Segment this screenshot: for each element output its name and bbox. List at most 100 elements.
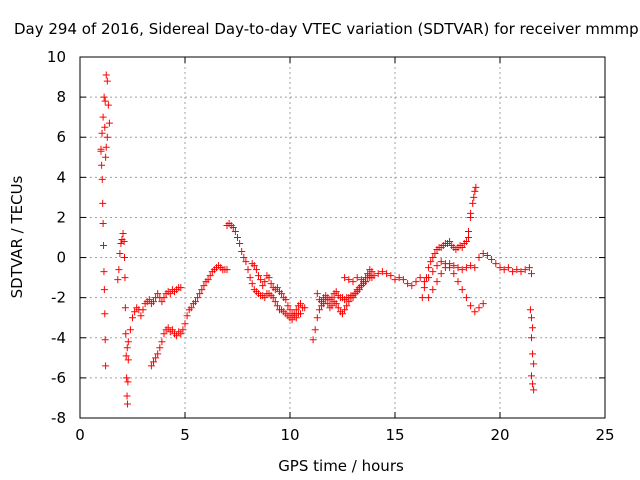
data-point-arc-j <box>450 270 458 278</box>
data-point-arc-d <box>150 298 157 306</box>
x-tick-label: 5 <box>180 426 190 444</box>
data-point-arc-c <box>115 266 123 274</box>
data-point-arc-e <box>168 326 176 334</box>
data-point-arc-e <box>147 362 155 370</box>
y-tick-label: -6 <box>51 369 66 387</box>
data-point-arc-l <box>458 266 466 274</box>
data-point-arc-e <box>196 290 204 298</box>
data-point-arc-i <box>322 296 330 304</box>
data-point-arc-j <box>399 276 407 284</box>
data-point-arc-e <box>183 312 191 320</box>
data-point-arc-b <box>102 143 110 151</box>
data-point-arc-j <box>345 276 353 284</box>
data-point-arc-k <box>472 183 480 191</box>
data-point-arc-d <box>137 312 145 320</box>
data-point-arc-l <box>454 264 462 272</box>
data-point-arc-k <box>427 258 435 266</box>
data-point-arc-m <box>526 306 534 314</box>
x-tick-label: 25 <box>595 426 614 444</box>
data-point-arc-l <box>450 262 458 270</box>
data-point-arc-e <box>187 304 195 312</box>
data-point-arc-m <box>529 380 537 388</box>
data-point-arc-j <box>366 274 374 282</box>
data-point-arc-g <box>297 300 304 308</box>
data-point-arc-c <box>123 392 131 400</box>
data-point-arc-e <box>154 350 162 358</box>
data-point-arc-d <box>131 308 139 316</box>
data-point-arc-b <box>103 133 111 141</box>
data-point-arc-e <box>160 330 168 338</box>
data-point-arc-d <box>126 326 134 334</box>
data-point-arc-k <box>446 238 454 246</box>
data-point-arc-l <box>437 270 445 278</box>
data-point-arc-b <box>100 93 108 101</box>
data-point-arc-e <box>181 320 189 328</box>
data-point-arc-g <box>282 296 290 304</box>
data-point-arc-l <box>509 268 517 276</box>
data-point-arc-j <box>458 286 466 294</box>
data-point-arc-m <box>528 314 535 322</box>
data-point-arc-k <box>465 227 472 235</box>
data-point-arc-c <box>121 254 129 262</box>
data-point-arc-l <box>425 294 433 302</box>
data-point-arc-g <box>292 306 300 314</box>
data-point-arc-a <box>101 336 109 344</box>
data-point-arc-f <box>231 227 239 235</box>
data-point-arc-j <box>471 308 479 316</box>
data-point-arc-k <box>465 234 472 241</box>
data-point-arc-b <box>102 71 110 79</box>
data-point-arc-k <box>469 199 477 207</box>
data-point-arc-j <box>467 302 475 310</box>
data-point-arc-f <box>246 274 254 282</box>
chart-title: Day 294 of 2016, Sidereal Day-to-day VTE… <box>14 20 639 38</box>
data-point-arc-g <box>273 284 281 292</box>
data-point-arc-i <box>328 302 336 310</box>
data-point-arc-l <box>513 266 521 274</box>
data-point-arc-i <box>364 270 372 278</box>
data-point-arc-c <box>116 250 124 258</box>
data-point-arc-g <box>284 302 292 310</box>
x-axis-label: GPS time / hours <box>278 457 404 475</box>
y-tick-label: -2 <box>51 289 66 307</box>
data-point-arc-g <box>278 290 286 298</box>
data-point-arc-h <box>328 294 336 302</box>
data-point-arc-l <box>471 264 479 272</box>
data-point-arc-f <box>240 254 248 262</box>
data-point-arc-l <box>433 278 441 286</box>
data-point-arc-e <box>179 326 187 334</box>
data-point-arc-b <box>101 123 109 131</box>
data-point-arc-f <box>269 294 277 302</box>
data-point-arc-j <box>353 274 361 282</box>
data-point-arc-j <box>378 268 386 276</box>
data-point-arc-h <box>315 306 323 314</box>
data-point-arc-f <box>242 258 250 266</box>
data-point-arc-a <box>100 286 108 294</box>
data-point-arc-e <box>173 332 181 340</box>
axis-ticks: 0 5 10 15 20 25 -8 -6 -4 -2 0 2 4 6 8 10 <box>47 48 615 444</box>
data-point-arc-d <box>154 290 162 298</box>
data-point-arc-l <box>500 266 508 274</box>
data-point-arc-k <box>431 250 439 258</box>
data-point-arc-i <box>339 310 346 318</box>
data-point-arc-i <box>332 300 340 308</box>
data-point-arc-h <box>311 326 319 334</box>
data-point-arc-g <box>261 278 269 286</box>
data-point-arc-j <box>387 272 395 280</box>
y-tick-label: 8 <box>56 88 66 106</box>
data-point-arc-d <box>160 294 168 302</box>
data-point-arc-c <box>121 274 129 282</box>
data-point-arc-g <box>267 280 275 288</box>
data-point-arc-a <box>101 310 109 318</box>
data-point-arc-l <box>488 256 496 264</box>
data-point-arc-j <box>362 278 370 286</box>
x-tick-label: 20 <box>490 426 509 444</box>
data-point-arc-e <box>223 266 231 274</box>
data-point-arc-f <box>229 223 237 231</box>
data-point-arc-m <box>528 372 535 380</box>
data-point-arc-k <box>418 294 426 302</box>
data-point-arc-j <box>437 258 445 266</box>
data-point-arc-e <box>200 282 208 290</box>
data-point-arc-k <box>470 193 478 201</box>
data-point-arc-e <box>204 276 212 284</box>
data-point-arc-g <box>250 262 258 270</box>
